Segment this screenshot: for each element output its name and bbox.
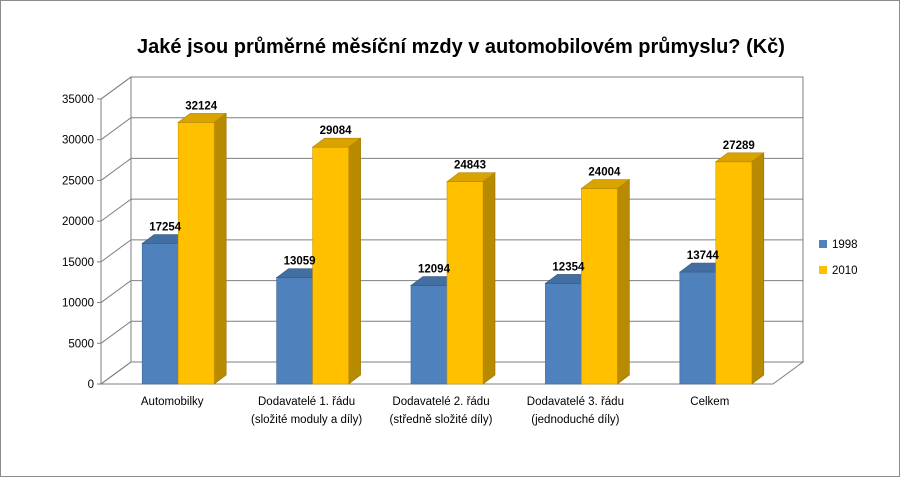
category-label-line: Dodavatelé 1. řádu (258, 396, 355, 408)
bar-side (617, 178, 630, 385)
side-wall (100, 76, 132, 385)
data-label: 32124 (185, 100, 218, 112)
bar-front (177, 122, 215, 385)
bar-top (446, 172, 496, 183)
bar-front (141, 243, 179, 385)
legend: 1998 2010 (819, 239, 858, 277)
legend-swatch-2010 (819, 266, 827, 274)
gridline-depth (100, 280, 132, 303)
data-label: 12094 (418, 264, 451, 276)
bar-top (311, 137, 362, 148)
data-labels: 17254 32124 13059 29084 12094 24843 12354 24004… (149, 100, 755, 275)
bar-top (580, 179, 631, 189)
bar-front (679, 271, 717, 385)
data-label: 29084 (320, 125, 353, 137)
category-label-line: Dodavatelé 2. řádu (392, 396, 489, 408)
legend-label: 2010 (832, 265, 858, 277)
y-tick-label: 15000 (62, 257, 94, 269)
bar-side (348, 137, 361, 385)
chart-title: Jaké jsou průměrné měsíční mzdy v automo… (137, 36, 785, 58)
data-label: 17254 (149, 222, 182, 234)
bar-front (312, 146, 349, 385)
bar-front (545, 283, 582, 385)
bar-front (446, 181, 484, 385)
data-label: 27289 (723, 140, 755, 152)
bar-2010 (177, 112, 228, 385)
x-axis: Automobilky Dodavatelé 1. řádu (složité mo… (141, 396, 729, 426)
y-axis: 0 5000 10000 15000 20000 25000 30000 35000 (62, 94, 102, 391)
category-label-line: Dodavatelé 3. řádu (527, 396, 624, 408)
y-tick-label: 0 (88, 379, 94, 391)
bar-2010 (446, 172, 496, 385)
bar-front (276, 277, 313, 385)
category-label: Dodavatelé 2. řádu (středně složité díly) (390, 396, 493, 426)
data-label: 13059 (284, 256, 316, 268)
gridline-depth (100, 76, 132, 100)
y-tick-label: 10000 (62, 298, 94, 310)
y-tick-label: 30000 (62, 135, 94, 147)
gridline-depth (100, 239, 132, 263)
y-tick-label: 20000 (62, 216, 94, 228)
bar-2010 (714, 152, 765, 385)
legend-label: 1998 (832, 239, 858, 251)
gridline-depth (100, 320, 132, 344)
category-label-line: (jednoduché díly) (531, 414, 619, 426)
y-tick-label: 25000 (62, 175, 94, 187)
category-label: Dodavatelé 1. řádu (složité moduly a díly… (251, 396, 362, 426)
bar-side (482, 172, 496, 385)
bar-2010 (580, 178, 631, 385)
category-label: Celkem (690, 396, 729, 408)
data-label: 24843 (454, 160, 486, 172)
category-label-line: Celkem (690, 396, 729, 408)
gridline-depth (100, 361, 132, 385)
category-label: Dodavatelé 3. řádu (jednoduché díly) (527, 396, 624, 426)
category-label-line: (středně složité díly) (390, 414, 493, 426)
data-label: 24004 (588, 167, 621, 179)
bars (141, 112, 765, 385)
data-label: 12354 (552, 261, 585, 273)
gridline-depth (100, 198, 132, 222)
category-label-line: (složité moduly a díly) (251, 414, 362, 426)
y-tick-label: 35000 (62, 94, 94, 106)
data-label: 13744 (687, 250, 720, 262)
category-label: Automobilky (141, 396, 204, 408)
bar-front (715, 161, 753, 385)
bar-top (714, 152, 765, 163)
y-tick-label: 5000 (68, 338, 94, 350)
bar-front (581, 188, 618, 385)
gridline-depth (100, 117, 132, 141)
gridline-depth (100, 158, 132, 181)
bar-2010 (311, 137, 362, 385)
bar-top (177, 113, 228, 123)
bar-front (410, 285, 448, 385)
bar-side (213, 112, 227, 385)
bar-side (751, 152, 765, 385)
category-label-line: Automobilky (141, 396, 204, 408)
legend-swatch-1998 (819, 240, 827, 248)
